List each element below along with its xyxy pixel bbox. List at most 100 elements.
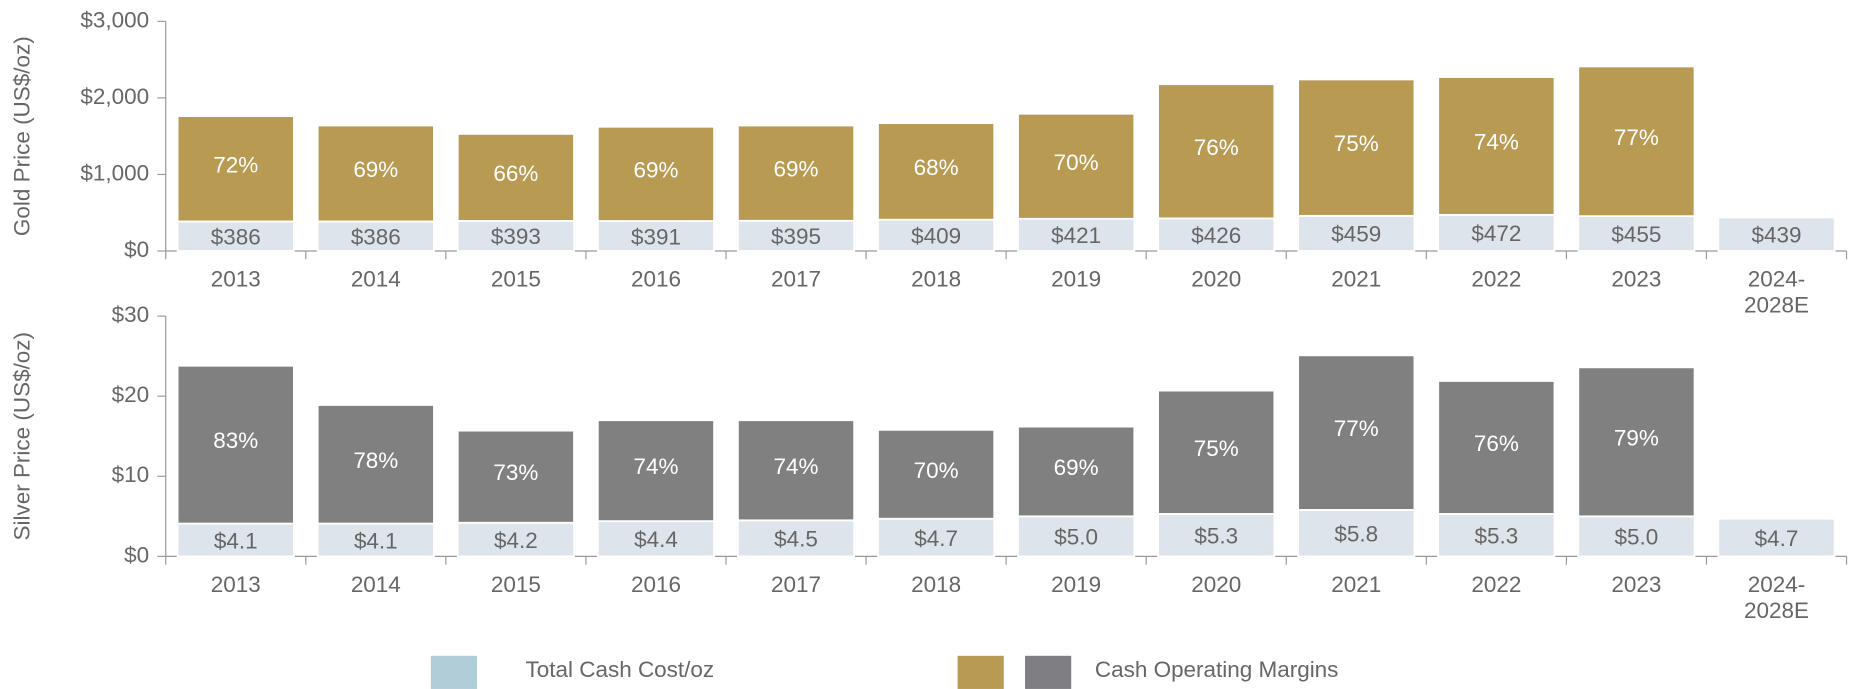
x-tick-label: 2013 bbox=[211, 267, 261, 292]
value-label: $5.8 bbox=[1334, 521, 1378, 546]
bar-segment bbox=[1577, 65, 1696, 218]
bar-segment bbox=[176, 364, 295, 525]
x-tick-label: 2014 bbox=[351, 572, 401, 597]
margin-label: 79% bbox=[1614, 425, 1659, 450]
bar-segment bbox=[1437, 76, 1556, 216]
bar-segment bbox=[1157, 513, 1276, 558]
legend-swatch bbox=[957, 655, 1004, 689]
bar-segment bbox=[1157, 389, 1276, 515]
bar-segment bbox=[1297, 78, 1416, 217]
y-tick-label: $30 bbox=[112, 302, 150, 327]
bar-segment bbox=[596, 520, 715, 558]
y-tick-label: $10 bbox=[112, 462, 150, 487]
bar-segment bbox=[1577, 515, 1696, 558]
bar-segment bbox=[1717, 517, 1836, 558]
value-label: $459 bbox=[1331, 222, 1381, 247]
bar-segment bbox=[596, 419, 715, 523]
x-tick-label: 2018 bbox=[911, 572, 961, 597]
y-tick-label: $1,000 bbox=[80, 160, 149, 185]
bar-segment bbox=[316, 220, 435, 252]
bar-segment bbox=[596, 220, 715, 252]
y-tick-label: $2,000 bbox=[80, 84, 149, 109]
legend-swatch bbox=[430, 655, 478, 689]
value-label: $4.4 bbox=[634, 527, 678, 552]
margin-label: 70% bbox=[914, 458, 959, 483]
bar-segment bbox=[737, 519, 856, 558]
x-tick-label: 2017 bbox=[771, 572, 821, 597]
y-tick-label: $3,000 bbox=[80, 7, 149, 32]
margin-label: 66% bbox=[493, 161, 538, 186]
margin-label: 74% bbox=[633, 454, 678, 479]
x-tick-label: 2021 bbox=[1331, 572, 1381, 597]
value-label: $4.5 bbox=[774, 527, 818, 552]
margin-label: 69% bbox=[774, 157, 819, 182]
x-tick-label: 2022 bbox=[1471, 267, 1521, 292]
bar-segment bbox=[1577, 366, 1696, 518]
value-label: $426 bbox=[1191, 223, 1241, 248]
value-label: $409 bbox=[911, 224, 961, 249]
y-tick-label: $0 bbox=[124, 542, 149, 567]
bar-segment bbox=[1017, 425, 1136, 518]
value-label: $5.0 bbox=[1054, 525, 1098, 550]
value-label: $391 bbox=[631, 224, 681, 249]
margin-label: 72% bbox=[213, 152, 258, 177]
value-label: $5.3 bbox=[1194, 523, 1238, 548]
value-label: $386 bbox=[351, 225, 401, 250]
margin-label: 74% bbox=[1474, 130, 1519, 155]
value-label: $4.1 bbox=[214, 528, 258, 553]
x-tick-label: 2013 bbox=[211, 572, 261, 597]
margin-label: 69% bbox=[1054, 455, 1099, 480]
x-tick-label: 2015 bbox=[491, 572, 541, 597]
bar-segment bbox=[316, 404, 435, 525]
margin-label: 76% bbox=[1194, 135, 1239, 160]
bar-segment bbox=[456, 429, 575, 524]
bar-segment bbox=[1437, 380, 1556, 515]
x-tick-label: 2014 bbox=[351, 267, 401, 292]
margin-label: 69% bbox=[353, 157, 398, 182]
margin-label: 75% bbox=[1334, 131, 1379, 156]
x-tick-label: 2018 bbox=[911, 267, 961, 292]
bar-segment bbox=[877, 218, 996, 252]
y-tick-label: $0 bbox=[124, 237, 149, 262]
x-tick-label: 2023 bbox=[1611, 267, 1661, 292]
x-tick-label: 2023 bbox=[1611, 572, 1661, 597]
value-label: $4.2 bbox=[494, 528, 538, 553]
bar-segment bbox=[1437, 513, 1556, 558]
value-label: $4.7 bbox=[914, 526, 958, 551]
bar-segment bbox=[1017, 515, 1136, 558]
value-label: $472 bbox=[1471, 221, 1521, 246]
bar-segment bbox=[1717, 216, 1836, 252]
margin-label: 78% bbox=[353, 448, 398, 473]
bar-segment bbox=[1297, 354, 1416, 511]
bar-segment bbox=[1017, 112, 1136, 220]
value-label: $386 bbox=[211, 225, 261, 250]
bar-segment bbox=[1017, 217, 1136, 252]
x-tick-label: 2019 bbox=[1051, 572, 1101, 597]
bar-segment bbox=[316, 124, 435, 223]
margin-label: 73% bbox=[493, 460, 538, 485]
bar-segment bbox=[456, 220, 575, 252]
bar-segment bbox=[737, 419, 856, 522]
margin-label: 70% bbox=[1054, 150, 1099, 175]
bar-segment bbox=[176, 522, 295, 558]
value-label: $4.7 bbox=[1755, 526, 1799, 551]
value-label: $5.0 bbox=[1615, 525, 1659, 550]
bar-segment bbox=[877, 428, 996, 520]
x-tick-label: 2021 bbox=[1331, 267, 1381, 292]
margin-label: 83% bbox=[213, 428, 258, 453]
value-label: $455 bbox=[1611, 222, 1661, 247]
margin-label: 74% bbox=[774, 454, 819, 479]
margin-label: 77% bbox=[1334, 416, 1379, 441]
x-tick-label: 2020 bbox=[1191, 267, 1241, 292]
x-tick-label: 2024-2028E bbox=[1744, 267, 1809, 318]
bar-segment bbox=[1437, 213, 1556, 252]
value-label: $439 bbox=[1752, 222, 1802, 247]
value-label: $4.1 bbox=[354, 528, 398, 553]
legend-swatch bbox=[1025, 655, 1072, 689]
x-tick-label: 2020 bbox=[1191, 572, 1241, 597]
bar-segment bbox=[1157, 83, 1276, 220]
y-axis-title: Gold Price (US$/oz) bbox=[10, 36, 35, 236]
margin-label: 68% bbox=[914, 155, 959, 180]
bar-segment bbox=[456, 132, 575, 222]
bar-segment bbox=[1297, 509, 1416, 558]
